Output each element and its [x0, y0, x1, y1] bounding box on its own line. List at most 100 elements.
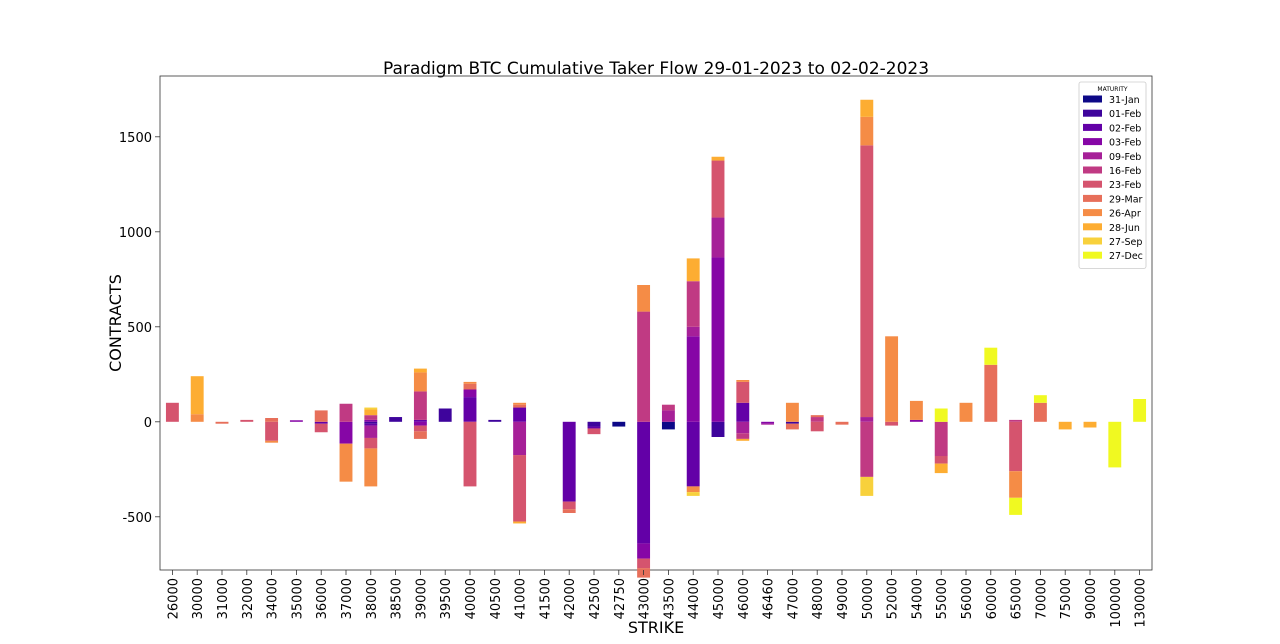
bar-32000-23-Feb	[240, 419, 254, 422]
bar-38000-01-Feb	[364, 421, 378, 424]
bar-46000-28-Jun	[736, 438, 750, 441]
bar-34000-26-Apr	[265, 440, 279, 443]
bar-40000-23-Feb	[463, 421, 477, 487]
bar-38000-28-Jun	[364, 409, 378, 416]
x-tick-label: 90000	[1084, 578, 1099, 619]
bar-42000-29-Mar	[562, 509, 576, 513]
legend-swatch-03-Feb	[1083, 138, 1102, 146]
x-tick-label: 39000	[414, 578, 429, 619]
x-tick-label: 42000	[563, 578, 578, 619]
bar-42000-02-Feb	[562, 421, 576, 502]
x-tick-label: 52000	[886, 578, 901, 619]
bar-42750-31-Jan	[612, 421, 626, 427]
x-tick-label: 47000	[786, 578, 801, 619]
bar-39500-01-Feb	[438, 408, 452, 422]
bar-44000-16-Feb	[686, 281, 700, 327]
x-tick-label: 32000	[241, 578, 256, 619]
x-tick-label: 50000	[861, 578, 876, 619]
legend-label-26-Apr: 26-Apr	[1109, 209, 1141, 220]
bar-46000-09-Feb	[736, 421, 750, 434]
bar-50000-28-Jun	[860, 99, 874, 117]
legend-swatch-02-Feb	[1083, 123, 1102, 131]
bar-39000-16-Feb	[413, 391, 427, 420]
x-tick-label: 75000	[1059, 578, 1074, 619]
x-tick-label: 41500	[538, 578, 553, 619]
bar-43000-16-Feb	[637, 311, 651, 422]
bar-55000-23-Feb	[934, 456, 948, 464]
x-tick-label: 48000	[811, 578, 826, 619]
bar-38000-27-Sep	[364, 407, 378, 410]
bar-41000-09-Feb	[513, 421, 527, 456]
bar-43500-16-Feb	[661, 404, 675, 411]
bar-42500-01-Feb	[587, 421, 601, 427]
bar-37000-03-Feb	[339, 421, 353, 444]
bar-50000-26-Apr	[860, 116, 874, 146]
bar-39000-29-Mar	[413, 431, 427, 439]
x-tick-label: 36000	[315, 578, 330, 619]
bar-50000-23-Feb	[860, 145, 874, 418]
bar-52000-23-Feb	[885, 421, 899, 426]
x-tick-label: 54000	[910, 578, 925, 619]
bars-layer	[165, 99, 1147, 578]
legend-label-31-Jan: 31-Jan	[1109, 95, 1140, 106]
bar-45000-23-Feb	[711, 160, 725, 218]
x-tick-label: 41000	[514, 578, 529, 619]
legend-swatch-09-Feb	[1083, 152, 1102, 160]
bar-41000-29-Mar	[513, 404, 527, 408]
bar-60000-29-Mar	[984, 364, 998, 422]
x-tick-label: 40500	[489, 578, 504, 619]
bar-100000-27-Dec	[1108, 421, 1122, 468]
legend-swatch-28-Jun	[1083, 223, 1102, 231]
bar-37000-26-Apr	[339, 443, 353, 482]
bar-26000-23-Feb	[165, 402, 179, 422]
bar-70000-29-Mar	[1033, 402, 1047, 422]
y-axis-label: CONTRACTS	[106, 274, 125, 372]
bar-70000-27-Dec	[1033, 395, 1047, 403]
bar-45000-03-Feb	[711, 257, 725, 422]
y-tick-label: -500	[122, 511, 152, 526]
x-tick-label: 38000	[365, 578, 380, 619]
bar-39000-23-Feb	[413, 425, 427, 432]
legend-label-27-Dec: 27-Dec	[1109, 251, 1143, 262]
x-tick-label: 26000	[166, 578, 181, 619]
bar-90000-28-Jun	[1083, 421, 1097, 428]
bar-45000-01-Feb	[711, 421, 725, 437]
bar-65000-26-Apr	[1009, 471, 1023, 498]
x-tick-label: 65000	[1010, 578, 1025, 619]
bar-38000-26-Apr	[364, 448, 378, 487]
x-tick-label: 31000	[216, 578, 231, 619]
y-tick-label: 1000	[119, 226, 152, 241]
y-axis: -500 0 500 1000 1500	[119, 131, 160, 526]
bar-130000-27-Dec	[1133, 399, 1147, 422]
bar-65000-23-Feb	[1009, 421, 1023, 472]
bar-48000-29-Mar	[810, 415, 824, 418]
x-tick-label: 56000	[960, 578, 975, 619]
bar-40000-03-Feb	[463, 389, 477, 398]
bar-41000-28-Jun	[513, 521, 527, 524]
bar-38000-23-Feb	[364, 437, 378, 449]
bar-65000-27-Dec	[1009, 497, 1023, 515]
x-tick-label: 55000	[935, 578, 950, 619]
legend-label-29-Mar: 29-Mar	[1109, 194, 1143, 205]
bar-55000-16-Feb	[934, 421, 948, 456]
bar-39000-03-Feb	[413, 421, 427, 426]
y-tick-label: 1500	[119, 131, 152, 146]
x-axis: 26000 30000 31000 32000 34000 35000 36000 37000…	[166, 570, 1149, 628]
bar-43500-09-Feb	[661, 410, 675, 422]
bar-30000-26-Apr	[190, 414, 204, 422]
legend-label-09-Feb: 09-Feb	[1109, 152, 1141, 163]
legend-swatch-29-Mar	[1083, 194, 1102, 202]
chart-title: Paradigm BTC Cumulative Taker Flow 29-01…	[383, 59, 929, 79]
legend-swatch-31-Jan	[1083, 95, 1102, 103]
bar-30000-28-Jun	[190, 376, 204, 415]
legend-label-23-Feb: 23-Feb	[1109, 180, 1141, 191]
bar-39000-02-Feb	[413, 419, 427, 422]
x-tick-label: 39500	[439, 578, 454, 619]
bar-40000-02-Feb	[463, 397, 477, 422]
x-tick-label: 42750	[613, 578, 628, 619]
x-tick-label: 49000	[836, 578, 851, 619]
bar-38000-09-Feb	[364, 425, 378, 438]
legend-swatch-01-Feb	[1083, 109, 1102, 117]
x-tick-label: 30000	[191, 578, 206, 619]
